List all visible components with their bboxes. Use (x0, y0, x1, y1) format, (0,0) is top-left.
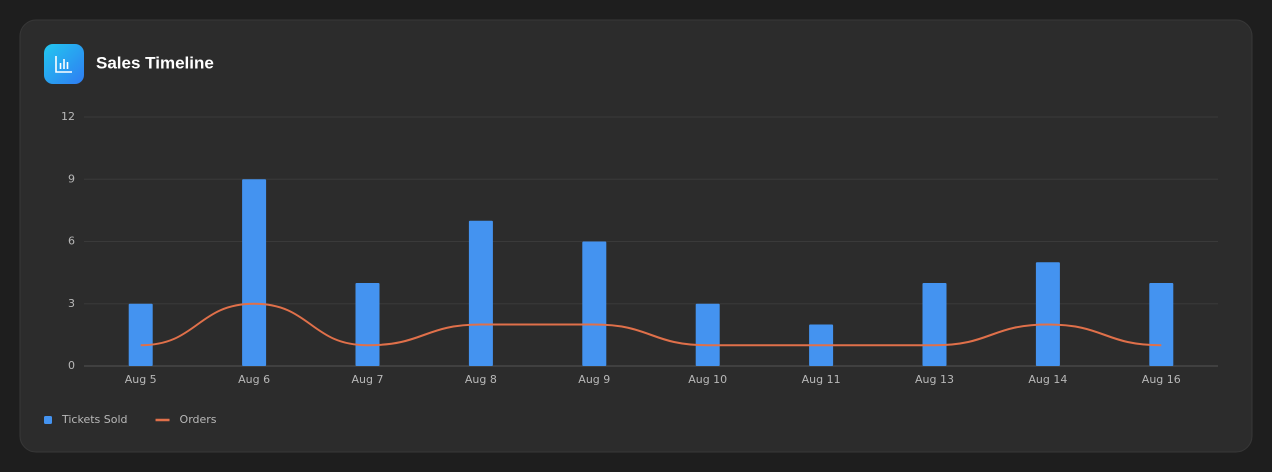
x-tick-label: Aug 9 (578, 373, 610, 386)
card (19, 19, 1253, 453)
y-tick-label: 6 (68, 235, 75, 248)
x-tick-label: Aug 11 (802, 373, 841, 386)
x-tick-label: Aug 6 (238, 373, 270, 386)
legend-label: Tickets Sold (61, 413, 128, 426)
icon-glyph (55, 56, 72, 73)
line (140, 302, 1162, 347)
y-tick-label: 0 (68, 359, 75, 372)
x-tick-label: Aug 14 (1028, 373, 1067, 386)
bar (128, 303, 153, 366)
x-tick-label: Aug 10 (688, 373, 727, 386)
bar (582, 241, 607, 366)
legend-label: Orders (180, 413, 217, 426)
bar (1149, 283, 1174, 366)
x-tick-label: Aug 5 (125, 373, 157, 386)
x-tick-label: Aug 8 (465, 373, 497, 386)
x-tick-label: Aug 13 (915, 373, 954, 386)
legend-swatch (44, 416, 52, 424)
bar (242, 179, 267, 366)
bar (468, 220, 493, 366)
y-tick-label: 9 (68, 172, 75, 185)
y-tick-label: 12 (61, 110, 75, 123)
bar (1035, 262, 1060, 366)
bar (695, 303, 720, 366)
bar (922, 283, 947, 366)
bar (355, 283, 380, 366)
y-tick-label: 3 (68, 297, 75, 310)
chart-title: Sales Timeline (96, 53, 214, 72)
x-tick-label: Aug 7 (352, 373, 384, 386)
x-tick-label: Aug 16 (1142, 373, 1181, 386)
